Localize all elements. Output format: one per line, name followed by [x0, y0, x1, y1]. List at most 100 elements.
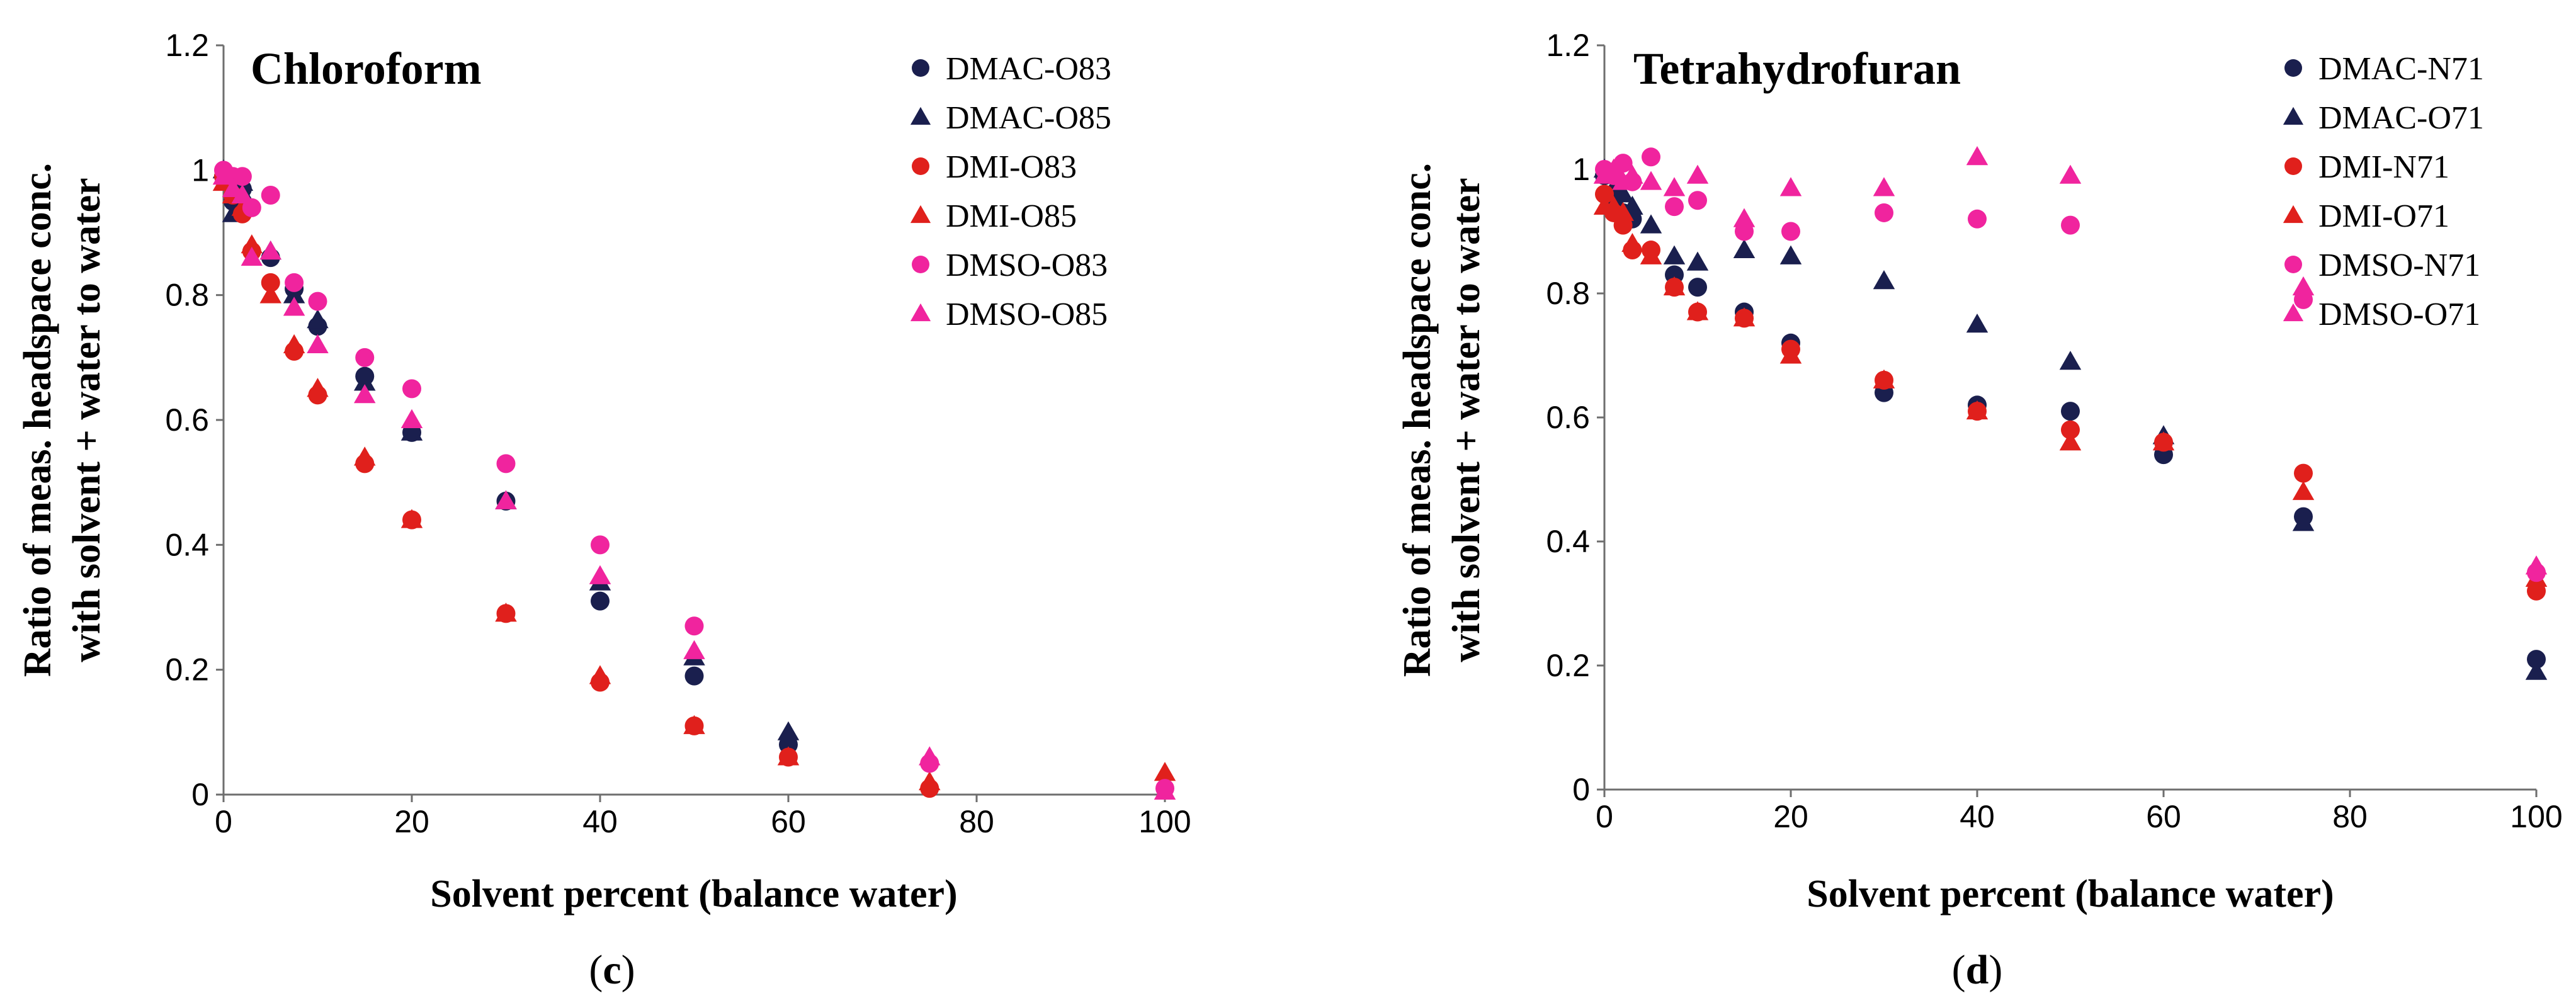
- point-dmi-o71: [1779, 344, 1802, 364]
- legend-label-dmi-n71: DMI-N71: [2318, 149, 2449, 185]
- legend-label-dmso-o83: DMSO-O83: [946, 247, 1108, 283]
- point-dmso-o83: [402, 379, 421, 399]
- panel-c-ytick-label: 0.6: [165, 402, 209, 438]
- point-dmso-n71: [2061, 215, 2080, 235]
- panel-d-ytick-label: 1.2: [1546, 28, 1590, 63]
- point-dmi-o71: [1686, 301, 1709, 320]
- point-dmi-o85: [1154, 762, 1176, 781]
- legend-label-dmso-n71: DMSO-N71: [2318, 247, 2480, 283]
- point-dmi-o85: [259, 284, 281, 303]
- point-dmac-o85: [777, 721, 800, 740]
- legend-marker-dmso-o71: [2283, 303, 2304, 322]
- legend-marker-dmso-n71: [2284, 256, 2302, 273]
- point-dmac-o83: [591, 591, 610, 611]
- panel-c-caption-open: (: [589, 947, 603, 993]
- point-dmac-n71: [2527, 650, 2546, 669]
- panel-d-legend: DMAC-N71 DMAC-O71 DMI-N71 DMI-O71 DMSO-N71 DM…: [2283, 51, 2484, 332]
- point-dmac-o71: [1612, 183, 1634, 203]
- point-dmso-o85: [1154, 780, 1176, 800]
- panel-d-xticks: 0 20 40 60 80 100: [1596, 790, 2563, 834]
- panel-d-yticks: 0 0.2 0.4 0.6 0.8 1 1.2: [1546, 28, 1604, 807]
- panel-c-xtick-label: 100: [1138, 804, 1191, 839]
- legend-label-dmac-o83: DMAC-O83: [946, 51, 1111, 87]
- panel-d-ytick-label: 0.2: [1546, 648, 1590, 683]
- panel-d-caption: (d): [1952, 947, 2003, 993]
- legend-label-dmso-o85: DMSO-O85: [946, 297, 1108, 332]
- point-dmso-o85: [283, 297, 305, 316]
- point-dmso-o71: [1593, 164, 1616, 184]
- point-dmac-o71: [1686, 251, 1709, 271]
- panel-c-xtick-label: 20: [394, 804, 429, 839]
- point-dmi-o71: [1663, 276, 1686, 296]
- point-dmi-o85: [354, 446, 376, 466]
- point-dmso-o71: [2059, 164, 2082, 184]
- panel-c-ytick-label: 0.8: [165, 278, 209, 313]
- panel-d-points: [1593, 146, 2548, 680]
- point-dmac-o71: [1733, 239, 1756, 258]
- point-dmso-o85: [589, 565, 611, 584]
- point-dmac-o85: [400, 421, 423, 441]
- point-dmac-o71: [1873, 270, 1895, 290]
- panel-d-ylabel-line2: with solvent + water to water: [1445, 178, 1488, 662]
- legend-label-dmi-o83: DMI-O83: [946, 149, 1077, 185]
- panel-c-caption: (c): [589, 947, 635, 993]
- point-dmi-o85: [241, 234, 263, 254]
- point-dmi-o71: [2152, 431, 2175, 451]
- legend-marker-dmac-o71: [2283, 106, 2304, 125]
- panel-c: Ratio of meas. headspace conc. with solv…: [16, 28, 1191, 993]
- point-dmac-o71: [1663, 245, 1686, 264]
- point-dmi-n71: [2061, 420, 2080, 439]
- panel-d-caption-letter: d: [1966, 947, 1989, 993]
- legend-marker-dmso-o83: [912, 256, 929, 273]
- point-dmso-o71: [1640, 171, 1662, 190]
- panel-c-ytick-label: 0.2: [165, 652, 209, 688]
- point-dmso-o71: [2292, 276, 2315, 296]
- point-dmso-o83: [308, 292, 327, 311]
- legend-label-dmi-o71: DMI-O71: [2318, 198, 2449, 234]
- panel-c-xtick-label: 60: [771, 804, 806, 839]
- point-dmso-n71: [1665, 197, 1684, 217]
- panel-c-ytick-label: 0.4: [165, 527, 209, 562]
- point-dmso-o71: [1621, 164, 1643, 184]
- legend-marker-dmi-n71: [2284, 157, 2302, 175]
- point-dmi-o85: [283, 334, 305, 353]
- point-dmso-o71: [1603, 158, 1625, 178]
- panel-c-ytick-label: 1: [191, 152, 209, 188]
- point-dmso-n71: [1781, 222, 1800, 241]
- point-dmso-n71: [1688, 191, 1707, 210]
- legend-marker-dmso-o85: [910, 303, 931, 322]
- panel-d-xlabel: Solvent percent (balance water): [1807, 873, 2334, 915]
- panel-c-xticks: 0 20 40 60 80 100: [215, 795, 1191, 839]
- panel-d-caption-close: ): [1989, 947, 2002, 993]
- point-dmso-o71: [1733, 208, 1756, 227]
- point-dmso-o85: [354, 384, 376, 404]
- point-dmac-o83: [684, 666, 704, 686]
- point-dmac-o85: [283, 284, 305, 303]
- panel-c-ytick-label: 1.2: [165, 28, 209, 63]
- panel-c-points: [212, 159, 1176, 800]
- point-dmi-o85: [400, 509, 423, 528]
- point-dmi-o85: [919, 771, 941, 791]
- point-dmso-o83: [232, 167, 252, 186]
- legend-marker-dmac-n71: [2284, 59, 2302, 77]
- point-dmso-o83: [591, 535, 610, 555]
- point-dmso-o71: [1873, 177, 1895, 196]
- point-dmi-o71: [1621, 232, 1643, 252]
- point-dmso-o71: [1966, 146, 1989, 166]
- point-dmso-o85: [919, 746, 941, 766]
- point-dmso-o83: [261, 186, 280, 205]
- panel-d-xtick-label: 40: [1960, 799, 1995, 834]
- panel-c-ytick-label: 0: [191, 777, 209, 812]
- panel-c-caption-letter: c: [603, 947, 621, 993]
- legend-marker-dmac-o85: [910, 106, 931, 125]
- point-dmac-o71: [2292, 512, 2315, 531]
- point-dmso-o85: [212, 166, 235, 185]
- point-dmso-o85: [495, 490, 517, 509]
- point-dmso-o71: [1612, 171, 1634, 190]
- point-dmi-o71: [1612, 201, 1634, 221]
- point-dmac-o71: [2525, 660, 2548, 680]
- point-dmso-o71: [1663, 177, 1686, 196]
- point-dmso-o83: [496, 454, 516, 473]
- point-dmac-n71: [1688, 278, 1707, 297]
- point-dmso-n71: [1642, 147, 1660, 167]
